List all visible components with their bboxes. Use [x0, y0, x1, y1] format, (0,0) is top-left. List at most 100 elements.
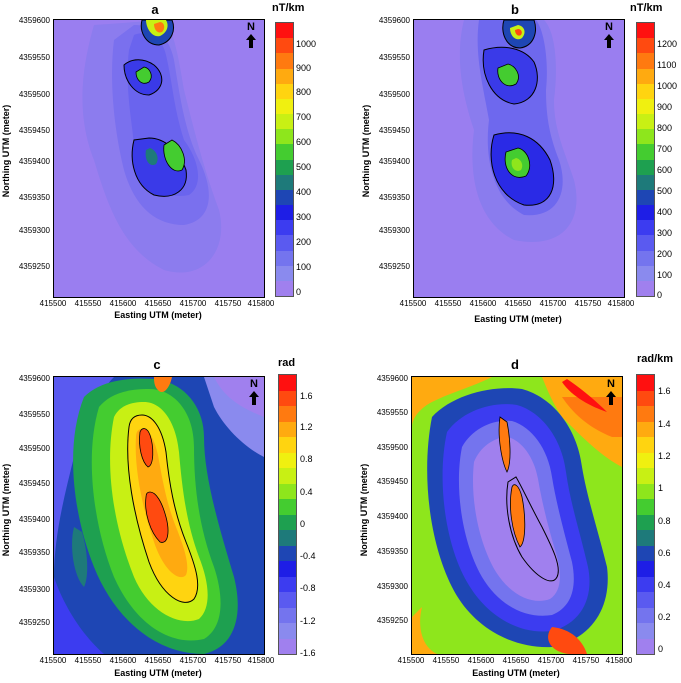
colorbar-tick: -1.6 — [300, 648, 316, 658]
colorbar-swatch — [279, 576, 296, 592]
colorbar-tick: 0 — [657, 290, 663, 300]
y-tick: 4359350 — [376, 547, 408, 556]
x-tick: 415550 — [74, 656, 102, 665]
y-tick: 4359400 — [376, 512, 408, 521]
colorbar-swatch — [276, 53, 293, 69]
colorbar-swatch — [637, 83, 654, 99]
colorbar-swatch — [637, 545, 654, 561]
colorbar-tick: 0.4 — [658, 580, 671, 590]
colorbar-segments — [276, 23, 293, 297]
x-tick: 415750 — [572, 656, 600, 665]
colorbar-swatch — [637, 205, 654, 221]
colorbar-swatch — [279, 483, 296, 499]
north-arrow-icon: N — [244, 21, 258, 48]
y-tick: 4359600 — [18, 16, 50, 25]
colorbar-swatch — [279, 623, 296, 639]
y-tick: 4359600 — [378, 16, 410, 25]
colorbar-swatch — [637, 38, 654, 54]
colorbar-swatch — [637, 280, 654, 297]
colorbar-swatch — [637, 265, 654, 281]
colorbar-tick: 1000 — [657, 81, 678, 91]
colorbar-swatch — [637, 68, 654, 84]
colorbar-swatch — [637, 607, 654, 623]
colorbar-tick: 0.6 — [658, 548, 671, 558]
colorbar-tick: 100 — [657, 270, 673, 280]
colorbar-tick: 900 — [296, 63, 312, 73]
x-tick: 415650 — [504, 299, 532, 308]
colorbar-swatch — [276, 144, 293, 160]
x-axis-label: Easting UTM (meter) — [114, 668, 202, 678]
y-tick: 4359500 — [18, 90, 50, 99]
y-tick: 4359500 — [378, 90, 410, 99]
x-tick: 415650 — [144, 299, 172, 308]
colorbar-tick: 600 — [296, 137, 312, 147]
y-tick: 4359500 — [376, 443, 408, 452]
colorbar-tick: -0.4 — [300, 551, 316, 561]
y-tick: 4359450 — [376, 477, 408, 486]
colorbar-swatch — [637, 421, 654, 437]
y-tick: 4359550 — [18, 53, 50, 62]
y-tick: 4359400 — [378, 157, 410, 166]
map-b — [413, 19, 625, 298]
y-tick: 4359450 — [378, 126, 410, 135]
colorbar-swatch — [276, 205, 293, 221]
colorbar-swatch — [276, 23, 293, 39]
colorbar-tick: 100 — [296, 262, 312, 272]
panel-letter: a — [151, 2, 159, 17]
colorbar-swatch — [276, 68, 293, 84]
colorbar-swatch — [637, 114, 654, 130]
x-tick: 415600 — [109, 656, 137, 665]
colorbar-swatch — [276, 159, 293, 175]
colorbar-swatch — [276, 114, 293, 130]
x-tick: 415800 — [607, 299, 635, 308]
colorbar-unit: nT/km — [272, 2, 305, 14]
colorbar-swatch — [637, 576, 654, 592]
colorbar-tick: 800 — [657, 123, 673, 133]
colorbar-tick: 0.4 — [300, 487, 313, 497]
north-arrow-icon: N — [247, 378, 261, 405]
x-tick: 415800 — [247, 299, 275, 308]
colorbar-swatch — [637, 390, 654, 406]
colorbar-swatch — [637, 220, 654, 236]
colorbar-swatch — [276, 38, 293, 54]
colorbar-swatch — [276, 280, 293, 297]
x-axis-label: Easting UTM (meter) — [472, 668, 560, 678]
colorbar-swatch — [276, 83, 293, 99]
x-tick: 415750 — [214, 656, 242, 665]
y-tick: 4359550 — [18, 410, 50, 419]
colorbar-swatch — [279, 375, 296, 391]
x-tick: 415600 — [109, 299, 137, 308]
colorbar-swatch — [637, 468, 654, 484]
colorbar-tick: 1.6 — [658, 386, 671, 396]
colorbar-swatch — [637, 514, 654, 530]
colorbar-segments — [279, 375, 296, 654]
y-axis-label: Northing UTM (meter) — [1, 104, 11, 198]
colorbar-swatch — [279, 514, 296, 530]
colorbar-tick: 1200 — [657, 39, 678, 49]
x-tick: 415750 — [574, 299, 602, 308]
y-tick: 4359300 — [18, 585, 50, 594]
colorbar-tick: 1100 — [657, 60, 677, 70]
colorbar-swatch — [279, 638, 296, 654]
colorbar-tick: 1.2 — [300, 422, 313, 432]
colorbar-swatch — [279, 452, 296, 468]
colorbar-swatch — [637, 144, 654, 160]
colorbar-tick: -1.2 — [300, 616, 316, 626]
colorbar-swatch — [279, 421, 296, 437]
y-tick: 4359350 — [18, 193, 50, 202]
colorbar-tick: 500 — [296, 162, 312, 172]
colorbar-swatch — [279, 406, 296, 422]
x-tick: 415600 — [467, 656, 495, 665]
colorbar-tick: 1.6 — [300, 391, 313, 401]
colorbar-tick: 400 — [296, 187, 312, 197]
x-tick: 415650 — [144, 656, 172, 665]
colorbar-swatch — [279, 390, 296, 406]
map-a — [53, 19, 265, 298]
colorbar-swatch — [637, 499, 654, 515]
x-axis-label: Easting UTM (meter) — [114, 310, 202, 320]
colorbar-swatch — [637, 437, 654, 453]
colorbar-swatch — [637, 159, 654, 175]
map-c-canvas — [54, 377, 264, 654]
x-tick: 415700 — [179, 299, 207, 308]
colorbar-swatch — [279, 592, 296, 608]
